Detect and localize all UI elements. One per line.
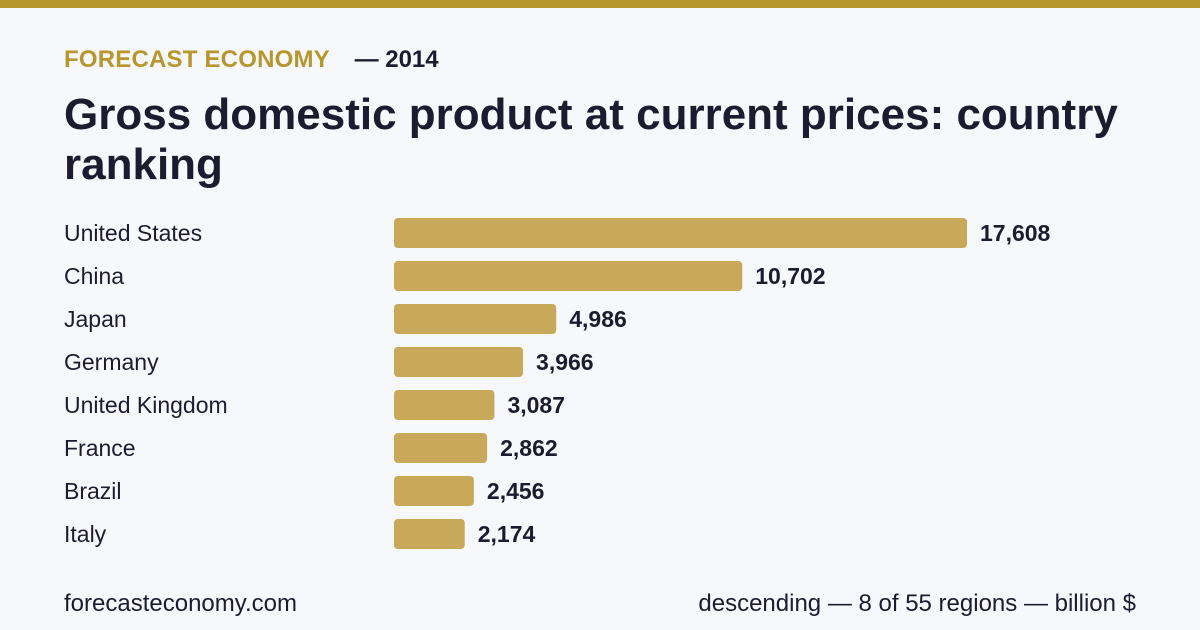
year-label: — 2014: [354, 46, 439, 73]
category-label-japan: Japan: [64, 306, 127, 332]
category-label-germany: Germany: [64, 349, 159, 375]
value-label-united-kingdom: 3,087: [507, 392, 565, 418]
category-label-italy: Italy: [64, 521, 107, 547]
footer-site: forecasteconomy.com: [64, 590, 297, 617]
bar-france: [394, 433, 488, 463]
bar-brazil: [394, 476, 474, 506]
category-label-brazil: Brazil: [64, 478, 122, 504]
value-label-italy: 2,174: [478, 521, 536, 547]
value-label-japan: 4,986: [569, 306, 627, 332]
category-label-china: China: [64, 263, 124, 289]
value-label-germany: 3,966: [536, 349, 594, 375]
category-label-france: France: [64, 435, 136, 461]
footer-note: descending — 8 of 55 regions — billion $: [698, 590, 1136, 617]
value-label-united-states: 17,608: [980, 220, 1051, 246]
bar-germany: [394, 347, 524, 377]
category-label-united-kingdom: United Kingdom: [64, 392, 228, 418]
value-label-brazil: 2,456: [487, 478, 545, 504]
bar-china: [394, 261, 743, 291]
bar-united-kingdom: [394, 390, 495, 420]
page-title: Gross domestic product at current prices…: [64, 90, 1118, 189]
value-label-china: 10,702: [755, 263, 825, 289]
bar-united-states: [394, 218, 967, 248]
brand-label: FORECAST ECONOMY: [64, 46, 330, 73]
value-label-france: 2,862: [500, 435, 558, 461]
top-accent-bar: [0, 0, 1200, 8]
bar-italy: [394, 519, 465, 549]
category-label-united-states: United States: [64, 220, 202, 246]
kicker: FORECAST ECONOMY — 2014: [64, 46, 439, 74]
bar-japan: [394, 304, 557, 334]
